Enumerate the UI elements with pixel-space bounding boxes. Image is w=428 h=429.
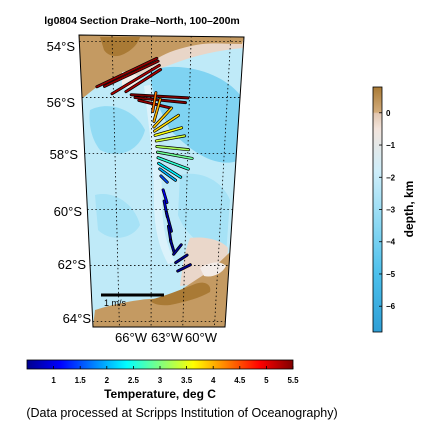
velocity-vector — [156, 151, 193, 160]
temperature-tick-label: 1 — [51, 376, 56, 385]
depth-tick-label: 0 — [386, 109, 391, 118]
temperature-tick-label: 1.5 — [75, 376, 87, 385]
lon-tick-label: 60°W — [185, 330, 218, 345]
velocity-vector — [103, 60, 159, 88]
temperature-tick-label: 2 — [105, 376, 110, 385]
lat-tick-label: 54°S — [47, 39, 76, 54]
velocity-vector — [165, 211, 173, 232]
map-panel: 1 m/s 54°S 56°S 58°S 60°S 62°S 64°S 66°W… — [47, 34, 245, 345]
depth-tick-label: −5 — [386, 270, 396, 279]
map-graticule — [79, 35, 244, 327]
chart-title: lg0804 Section Drake–North, 100–200m — [44, 15, 240, 27]
depth-tick-label: −3 — [386, 206, 396, 215]
bathymetry — [79, 35, 244, 327]
velocity-vector — [111, 64, 161, 95]
velocity-vector — [174, 254, 188, 264]
velocity-vector — [162, 189, 168, 204]
temperature-colorbar-label: Temperature, deg C — [104, 387, 216, 401]
temperature-tick-label: 3 — [158, 376, 163, 385]
lat-tick-label: 62°S — [58, 257, 87, 272]
lon-gridline — [150, 35, 153, 327]
depth-tick-label: −6 — [386, 302, 396, 311]
velocity-vector — [153, 114, 180, 132]
lat-tick-label: 60°S — [54, 204, 83, 219]
velocity-vector — [157, 156, 190, 170]
velocity-vector — [155, 135, 186, 142]
lat-tick-label: 64°S — [63, 311, 92, 326]
depth-tick-label: −4 — [386, 238, 396, 247]
velocity-vector — [176, 263, 192, 272]
lon-tick-label: 63°W — [151, 330, 184, 345]
temperature-colorbar-ticks: 1 1.5 2 2.5 3 3.5 4 4.5 5 5.5 — [51, 366, 299, 385]
lon-gridline — [214, 35, 232, 327]
depth-colorbar: 0 −1 −2 −3 −4 −5 −6 depth, km — [372, 86, 416, 333]
lon-gridline — [182, 35, 192, 327]
velocity-vector — [130, 93, 189, 99]
lon-gridline — [111, 35, 120, 327]
velocity-vector — [154, 126, 183, 137]
temperature-tick-label: 4.5 — [234, 376, 246, 385]
scale-arrow: 1 m/s — [101, 293, 164, 308]
velocity-vector — [169, 239, 176, 254]
depth-tick-label: −1 — [386, 141, 396, 150]
depth-tick-label: −2 — [386, 173, 396, 182]
velocity-vector — [160, 175, 168, 184]
velocity-vector — [96, 57, 158, 88]
lat-tick-label: 56°S — [47, 95, 76, 110]
temperature-tick-label: 3.5 — [181, 376, 193, 385]
depth-colorbar-label: depth, km — [402, 181, 416, 238]
temperature-colorbar: 1 1.5 2 2.5 3 3.5 4 4.5 5 5.5 Temperature, deg C — [26, 359, 299, 401]
scale-arrow-label: 1 m/s — [104, 298, 127, 308]
velocity-vector — [153, 107, 173, 128]
temperature-tick-label: 2.5 — [128, 376, 140, 385]
velocity-vector — [151, 91, 157, 113]
velocity-vector — [153, 98, 162, 123]
lon-tick-label: 66°W — [115, 330, 148, 345]
lat-axis: 54°S 56°S 58°S 60°S 62°S 64°S — [47, 39, 92, 326]
credit-text: (Data processed at Scripps Institution o… — [26, 406, 337, 420]
velocity-vectors — [95, 56, 194, 273]
lat-tick-label: 58°S — [50, 147, 79, 162]
temperature-tick-label: 5 — [264, 376, 269, 385]
velocity-vector — [158, 168, 177, 182]
temperature-tick-label: 5.5 — [287, 376, 299, 385]
temperature-tick-label: 4 — [211, 376, 216, 385]
depth-colorbar-ticks: 0 −1 −2 −3 −4 −5 −6 — [379, 109, 396, 311]
lon-axis: 66°W 63°W 60°W — [115, 330, 218, 345]
velocity-vector — [172, 244, 183, 256]
map-frame — [78, 34, 245, 328]
velocity-vector — [125, 68, 162, 93]
velocity-vector — [157, 162, 182, 178]
velocity-vector — [156, 145, 190, 151]
